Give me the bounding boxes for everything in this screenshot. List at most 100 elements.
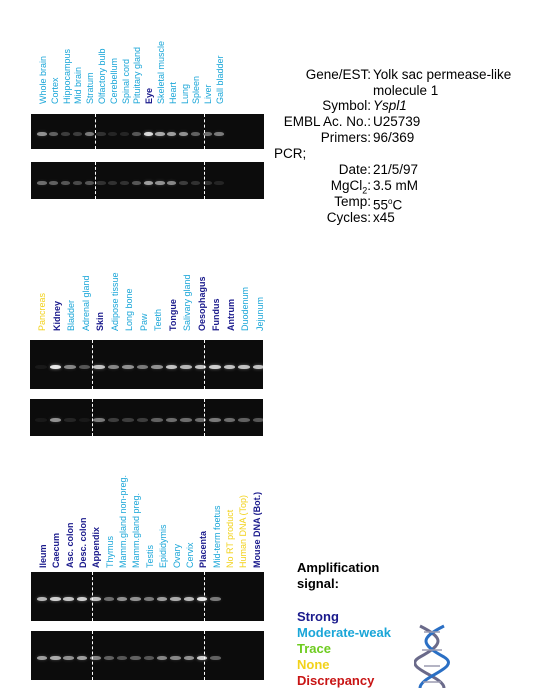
gel-band — [84, 181, 94, 185]
gel-band — [90, 597, 101, 601]
gel-band — [202, 181, 212, 185]
gel-band — [60, 181, 71, 185]
tissue-label: No RT product — [224, 509, 235, 568]
gel-band — [96, 132, 106, 136]
gel-band — [223, 418, 236, 422]
gel-band — [156, 597, 168, 601]
tissue-label: Duodenum — [240, 286, 250, 331]
gel-band — [131, 181, 141, 185]
gel-band — [156, 656, 168, 660]
gel-band — [93, 365, 105, 369]
gel-divider — [204, 162, 205, 199]
gel-band — [167, 181, 177, 185]
gel-band — [210, 656, 221, 660]
gel-band — [143, 597, 154, 601]
gel-band — [209, 365, 221, 369]
gel-band — [167, 132, 177, 136]
gel-band — [170, 597, 181, 601]
gel-band — [60, 132, 71, 136]
gel-image — [31, 162, 264, 199]
gel-band — [103, 597, 114, 601]
info-value: Yolk sac permease-like — [373, 67, 512, 82]
gel-band — [119, 132, 130, 136]
gel-band — [202, 132, 212, 136]
gel-band — [49, 418, 62, 422]
tissue-label: Asc. colon — [64, 522, 75, 568]
tissue-label: Desc. colon — [78, 517, 89, 568]
gel-band — [35, 418, 47, 422]
info-key: Cycles: — [326, 210, 371, 225]
info-key: Symbol: — [322, 98, 371, 113]
gel-band — [151, 365, 163, 369]
gel-band — [143, 656, 154, 660]
gel-image — [30, 399, 263, 436]
gel-band — [36, 597, 48, 601]
gel-band — [196, 597, 208, 601]
info-key: Temp: — [334, 194, 371, 209]
gel-band — [180, 365, 192, 369]
gel-divider — [95, 114, 96, 149]
gel-band — [49, 181, 59, 185]
legend-item-none: None — [297, 657, 330, 672]
tissue-label: Human DNA (Top) — [238, 494, 249, 568]
gel-divider — [92, 572, 93, 621]
gel-band — [178, 181, 189, 185]
gel-band — [165, 365, 178, 369]
tissue-label: Paw — [138, 313, 149, 331]
info-key: PCR; — [274, 146, 307, 161]
gel-band — [131, 132, 141, 136]
gel-band — [103, 656, 114, 660]
gel-band — [37, 132, 47, 136]
tissue-label: Appendix — [91, 526, 102, 568]
tissue-label: Mamm.gland non-preg. — [118, 474, 129, 568]
gel-band — [194, 418, 207, 422]
gel-divider — [92, 399, 93, 436]
legend-item-strong: Strong — [297, 609, 339, 624]
gel-divider — [204, 114, 205, 149]
tissue-label: Pancreas — [37, 292, 47, 331]
gel-band — [72, 181, 82, 185]
gel-band — [151, 418, 163, 422]
gel-band — [35, 365, 47, 369]
gel-image — [31, 631, 264, 680]
gel-band — [214, 181, 224, 185]
gel-band — [143, 132, 153, 136]
gel-divider — [92, 340, 93, 389]
info-value: 96/369 — [373, 130, 415, 145]
tissue-label: Adrenal gland — [80, 275, 91, 331]
tissue-label: Kidney — [51, 300, 62, 331]
gel-band — [64, 365, 76, 369]
info-key: Primers: — [320, 130, 371, 145]
gel-band — [194, 365, 207, 369]
gel-band — [252, 418, 263, 422]
dna-helix-icon — [414, 624, 450, 689]
tissue-label: Antrum — [225, 299, 236, 331]
gel-band — [238, 365, 250, 369]
tissue-label: Caecum — [51, 532, 62, 568]
gel-band — [252, 365, 263, 369]
gel-band — [63, 597, 74, 601]
gel-band — [90, 656, 101, 660]
gel-band — [238, 418, 250, 422]
gel-band — [210, 597, 221, 601]
tissue-label: Ovary — [171, 543, 182, 568]
tissue-label: Placenta — [198, 530, 209, 568]
legend-title: Amplification — [297, 560, 380, 575]
gel-band — [84, 132, 94, 136]
gel-band — [190, 181, 200, 185]
info-value: 55oC — [373, 197, 403, 213]
gel-divider — [204, 631, 205, 680]
gel-image — [31, 114, 264, 149]
amplification-legend: Amplification signal: Strong Moderate-wea… — [297, 560, 497, 689]
gel-band — [143, 181, 153, 185]
gel-band — [136, 365, 149, 369]
gel-band — [130, 656, 141, 660]
gel-band — [64, 418, 76, 422]
tissue-label: Teeth — [153, 308, 163, 331]
gel-divider — [204, 340, 205, 389]
gel-divider — [204, 572, 205, 621]
gel-band — [50, 597, 61, 601]
gel-band — [37, 181, 47, 185]
tissue-label: Tongue — [167, 299, 178, 331]
tissue-label: Salivary gland — [182, 274, 192, 331]
